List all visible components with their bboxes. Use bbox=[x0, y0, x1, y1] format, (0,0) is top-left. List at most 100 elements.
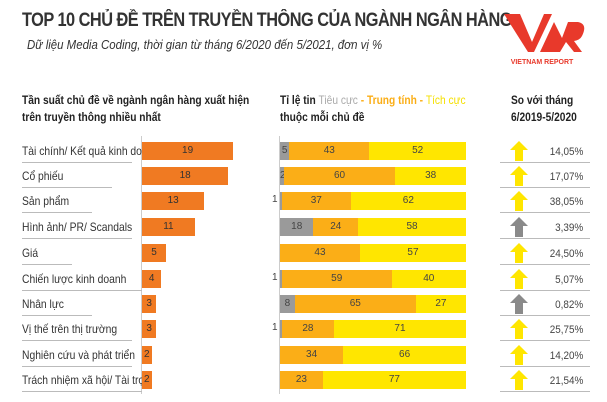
underline bbox=[500, 238, 590, 239]
sentiment-stack: 28 71 bbox=[280, 320, 466, 338]
sentiment-stack: 34 66 bbox=[280, 346, 466, 364]
sentiment-segment-1: 43 bbox=[280, 244, 360, 262]
underline bbox=[22, 187, 112, 188]
sentiment-segment-2: 77 bbox=[322, 371, 466, 389]
table-row: Trách nhiệm xã hội/ Tài trợ 2 23 77 21,54% bbox=[0, 370, 607, 395]
sentiment-stack: 18 24 58 bbox=[280, 218, 466, 236]
underline bbox=[500, 212, 590, 213]
underline bbox=[500, 162, 590, 163]
frequency-bar: 2 bbox=[142, 346, 152, 364]
ratio-header: Tỉ lệ tin Tiêu cực - Trung tính - Tích c… bbox=[280, 92, 466, 126]
sentiment-segment-0 bbox=[280, 320, 282, 338]
arrow-up-icon bbox=[510, 191, 528, 211]
negative-value-label: 1 bbox=[272, 322, 278, 333]
sentiment-segment-1: 65 bbox=[294, 295, 416, 313]
arrow-up-icon bbox=[510, 166, 528, 186]
frequency-bar: 5 bbox=[142, 244, 166, 262]
arrow-up-icon bbox=[510, 294, 528, 314]
underline bbox=[22, 238, 132, 239]
sentiment-segment-2: 27 bbox=[415, 295, 466, 313]
legend-sep: - bbox=[416, 93, 426, 107]
sentiment-segment-0 bbox=[280, 270, 282, 288]
arrow-up-icon bbox=[510, 319, 528, 339]
underline bbox=[22, 391, 142, 392]
change-value: 14,05% bbox=[549, 146, 583, 158]
category-label: Chiến lược kinh doanh bbox=[22, 272, 127, 286]
frequency-header-line2: trên truyền thông nhiều nhất bbox=[22, 110, 161, 124]
table-row: Chiến lược kinh doanh 4 59 40 1 5,07% bbox=[0, 269, 607, 294]
sentiment-segment-1: 24 bbox=[313, 218, 359, 236]
arrow-up-icon bbox=[510, 345, 528, 365]
category-label: Sản phẩm bbox=[22, 194, 70, 208]
sentiment-segment-2: 38 bbox=[395, 167, 466, 185]
frequency-bar: 4 bbox=[142, 270, 162, 288]
underline bbox=[22, 366, 132, 367]
compare-header-line2: 6/2019-5/2020 bbox=[511, 110, 577, 124]
sentiment-segment-2: 62 bbox=[350, 192, 466, 210]
table-row: Tài chính/ Kết quả kinh doanh 19 5 43 52 14,0… bbox=[0, 141, 607, 166]
arrow-up-icon bbox=[510, 370, 528, 390]
underline bbox=[22, 162, 132, 163]
sentiment-segment-2: 66 bbox=[343, 346, 466, 364]
category-label: Tài chính/ Kết quả kinh doanh bbox=[22, 144, 160, 158]
arrow-up-icon bbox=[510, 243, 528, 263]
arrow-up-icon bbox=[510, 217, 528, 237]
underline bbox=[22, 290, 142, 291]
sentiment-segment-0: 18 bbox=[280, 218, 314, 236]
change-value: 17,07% bbox=[549, 171, 583, 183]
underline bbox=[22, 315, 92, 316]
axis-line bbox=[279, 136, 280, 394]
sentiment-stack: 59 40 bbox=[280, 270, 466, 288]
change-value: 14,20% bbox=[549, 350, 583, 362]
frequency-bar: 2 bbox=[142, 371, 152, 389]
legend-neutral: Trung tính bbox=[366, 93, 417, 107]
chart-subtitle: Dữ liệu Media Coding, thời gian từ tháng… bbox=[27, 37, 383, 52]
negative-value-label: 1 bbox=[272, 194, 278, 205]
category-label: Hình ảnh/ PR/ Scandals bbox=[22, 220, 133, 234]
underline bbox=[500, 290, 590, 291]
sentiment-stack: 8 65 27 bbox=[280, 295, 466, 313]
frequency-bar: 18 bbox=[142, 167, 229, 185]
sentiment-segment-2: 40 bbox=[391, 270, 466, 288]
sentiment-segment-2: 58 bbox=[358, 218, 466, 236]
frequency-bar: 11 bbox=[142, 218, 195, 236]
change-value: 38,05% bbox=[549, 196, 583, 208]
category-label: Vị thế trên thị trường bbox=[22, 322, 118, 336]
ratio-prefix: Tỉ lệ tin bbox=[280, 93, 319, 107]
frequency-bar: 19 bbox=[142, 142, 234, 160]
change-value: 24,50% bbox=[549, 248, 583, 260]
table-row: Vị thế trên thị trường 3 28 71 1 25,75% bbox=[0, 319, 607, 344]
category-label: Giá bbox=[22, 246, 39, 260]
category-label: Nghiên cứu và phát triển bbox=[22, 348, 136, 362]
underline bbox=[500, 264, 590, 265]
vnr-logo: VIETNAM REPORT bbox=[504, 14, 585, 66]
sentiment-segment-0 bbox=[280, 192, 282, 210]
sentiment-segment-1: 60 bbox=[283, 167, 396, 185]
underline bbox=[22, 264, 72, 265]
sentiment-stack: 37 62 bbox=[280, 192, 466, 210]
change-value: 5,07% bbox=[554, 274, 583, 286]
table-row: Cổ phiếu 18 26038 17,07% bbox=[0, 166, 607, 191]
change-value: 25,75% bbox=[549, 324, 583, 336]
compare-header-line1: So với tháng bbox=[511, 93, 574, 107]
underline bbox=[22, 340, 132, 341]
arrow-up-icon bbox=[510, 269, 528, 289]
table-row: Sản phẩm 13 37 62 1 38,05% bbox=[0, 191, 607, 216]
sentiment-segment-0: 8 bbox=[280, 295, 295, 313]
legend-positive: Tích cực bbox=[425, 93, 466, 107]
frequency-header-line1: Tần suất chủ đề về ngành ngân hàng xuất … bbox=[22, 93, 250, 107]
category-label: Cổ phiếu bbox=[22, 169, 64, 183]
category-label: Nhân lực bbox=[22, 297, 64, 311]
underline bbox=[500, 366, 590, 367]
legend-sep: - bbox=[357, 93, 367, 107]
sentiment-stack: 26038 bbox=[280, 167, 466, 185]
sentiment-stack: 43 57 bbox=[280, 244, 466, 262]
table-row: Giá 5 43 57 24,50% bbox=[0, 243, 607, 268]
negative-value-label: 1 bbox=[272, 272, 278, 283]
underline bbox=[500, 315, 590, 316]
sentiment-segment-1: 23 bbox=[280, 371, 323, 389]
frequency-header: Tần suất chủ đề về ngành ngân hàng xuất … bbox=[22, 92, 249, 126]
sentiment-segment-0: 2 bbox=[280, 167, 286, 185]
sentiment-stack: 5 43 52 bbox=[280, 142, 466, 160]
change-value: 21,54% bbox=[549, 375, 583, 387]
